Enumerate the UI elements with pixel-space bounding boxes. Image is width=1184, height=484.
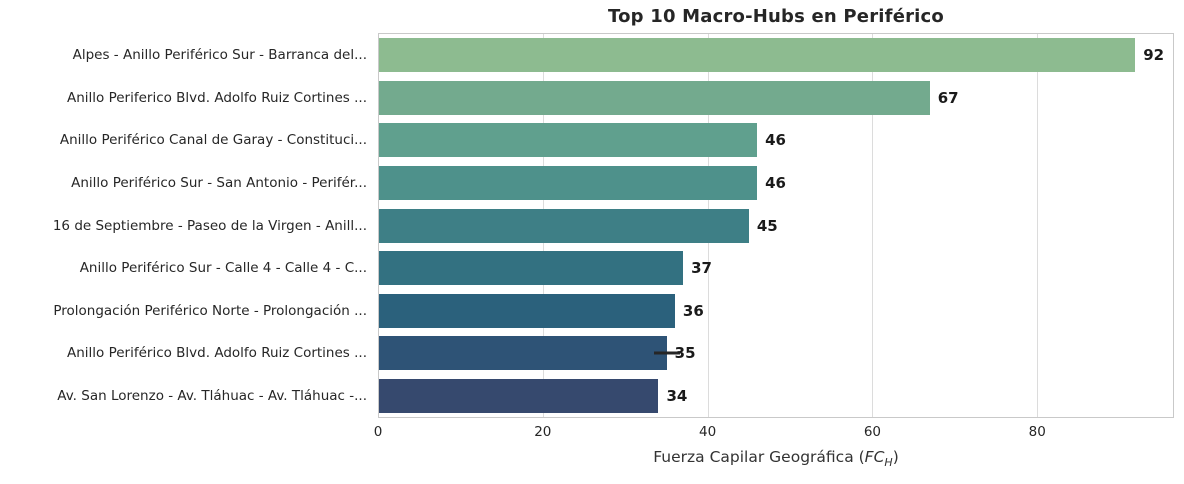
bar-row: Anillo Periférico Blvd. Adolfo Ruiz Cort… (67, 332, 1173, 375)
bar (379, 293, 675, 328)
bar-row: Av. San Lorenzo - Av. Tláhuac - Av. Tláh… (57, 375, 1173, 418)
bar-row: Anillo Periférico Sur - San Antonio - Pe… (71, 162, 1173, 205)
bar (379, 80, 930, 115)
value-label: 37 (691, 259, 712, 278)
bar (379, 251, 684, 286)
x-tick-label: 20 (534, 424, 552, 440)
x-tick-label: 60 (863, 424, 881, 440)
bar (379, 208, 749, 243)
value-label: 35 (674, 344, 696, 363)
bar-row: Anillo Periférico Sur - Calle 4 - Calle … (80, 247, 1173, 290)
x-axis-label-variable: FC (864, 448, 885, 466)
value-label: 67 (937, 88, 959, 107)
plot-area: Alpes - Anillo Periférico Sur - Barranca… (53, 33, 1174, 418)
category-label: Anillo Periférico Sur - Calle 4 - Calle … (79, 260, 367, 277)
bar (379, 123, 758, 158)
bar-row: Alpes - Anillo Periférico Sur - Barranca… (73, 34, 1173, 77)
value-label: 34 (666, 386, 688, 405)
bar-rows-container: Alpes - Anillo Periférico Sur - Barranca… (53, 34, 1173, 418)
x-tick-label: 80 (1028, 424, 1046, 440)
value-label: 45 (756, 216, 778, 235)
bar-row: Anillo Periferico Blvd. Adolfo Ruiz Cort… (67, 77, 1173, 120)
value-label: 46 (765, 173, 786, 192)
x-tick-label: 40 (699, 424, 717, 440)
x-tick-label: 0 (373, 424, 383, 440)
x-axis-label-suffix: ) (892, 448, 899, 466)
bar (379, 378, 659, 413)
bar-row: Anillo Periférico Canal de Garay - Const… (60, 119, 1173, 162)
value-label: 46 (765, 131, 786, 150)
gridline (872, 34, 874, 417)
category-label: Anillo Periférico Blvd. Adolfo Ruiz Cort… (66, 345, 367, 362)
category-label: Alpes - Anillo Periférico Sur - Barranca… (72, 47, 367, 64)
x-axis-label: Fuerza Capilar Geográfica (FCH) (378, 448, 1174, 469)
category-label: 16 de Septiembre - Paseo de la Virgen - … (52, 217, 367, 234)
category-label: Anillo Periferico Blvd. Adolfo Ruiz Cort… (66, 89, 367, 106)
bar (379, 38, 1136, 73)
category-label: Av. San Lorenzo - Av. Tláhuac - Av. Tláh… (57, 387, 367, 404)
error-whisker (654, 351, 680, 355)
bar (379, 165, 758, 200)
category-label: Prolongación Periférico Norte - Prolonga… (53, 302, 367, 319)
category-label: Anillo Periférico Canal de Garay - Const… (59, 132, 367, 149)
bar-row: Prolongación Periférico Norte - Prolonga… (53, 289, 1173, 332)
value-label: 92 (1143, 46, 1165, 65)
x-axis-label-subscript: H (884, 456, 893, 470)
value-label: 36 (682, 301, 704, 320)
bar (379, 336, 667, 371)
gridline (1036, 34, 1038, 417)
x-axis-label-prefix: Fuerza Capilar Geográfica ( (653, 448, 865, 466)
bar-row: 16 de Septiembre - Paseo de la Virgen - … (53, 204, 1173, 247)
category-label: Anillo Periférico Sur - San Antonio - Pe… (71, 174, 367, 191)
chart-title: Top 10 Macro-Hubs en Periférico (608, 6, 944, 27)
x-axis-ticks: 0 20 40 60 80 (374, 424, 1174, 442)
